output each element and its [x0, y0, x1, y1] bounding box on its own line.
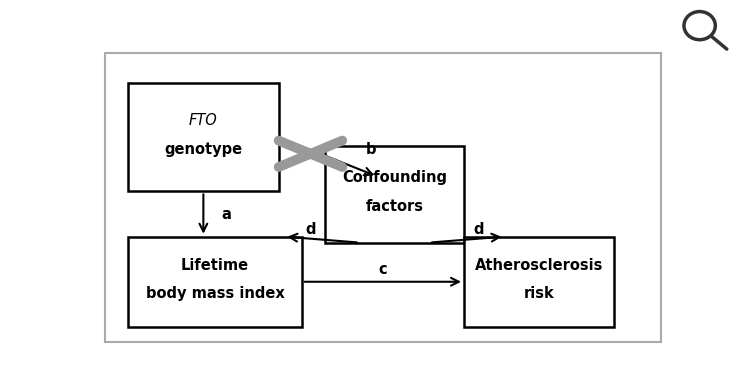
- Text: d: d: [473, 222, 483, 237]
- Text: factors: factors: [365, 199, 424, 214]
- Text: FTO: FTO: [189, 113, 217, 128]
- Text: Lifetime: Lifetime: [181, 258, 249, 273]
- FancyBboxPatch shape: [325, 146, 464, 242]
- FancyBboxPatch shape: [128, 237, 302, 327]
- Text: a: a: [222, 206, 232, 222]
- Text: Confounding: Confounding: [342, 170, 447, 185]
- Text: body mass index: body mass index: [146, 286, 285, 301]
- Text: Atherosclerosis: Atherosclerosis: [475, 258, 604, 273]
- Text: genotype: genotype: [164, 142, 243, 157]
- Text: d: d: [306, 222, 316, 237]
- FancyBboxPatch shape: [464, 237, 614, 327]
- FancyBboxPatch shape: [128, 83, 279, 192]
- Text: c: c: [379, 262, 387, 277]
- FancyBboxPatch shape: [105, 53, 661, 342]
- Text: b: b: [366, 142, 376, 157]
- Text: risk: risk: [524, 286, 554, 301]
